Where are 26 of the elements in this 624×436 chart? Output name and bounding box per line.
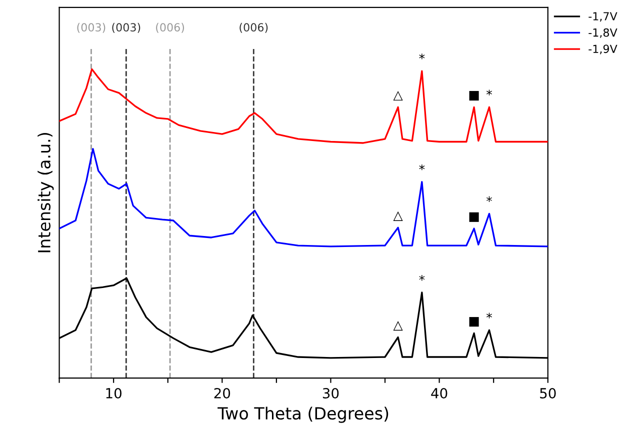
annotation: ■ (469, 90, 479, 101)
annotation: (003) (77, 22, 106, 33)
x-tick-label: 30 (322, 388, 339, 398)
x-tick-label: 10 (106, 388, 122, 398)
annotation: * (486, 90, 492, 96)
x-tick-label: 40 (431, 388, 448, 398)
y-axis-title: Intensity (a.u.) (38, 133, 54, 252)
x-tick-label: 50 (540, 388, 556, 398)
annotation: * (486, 312, 492, 318)
legend-label: -1,9V (588, 44, 618, 54)
annotation: * (419, 54, 425, 60)
annotation: ■ (469, 317, 479, 327)
legend-label: -1,7V (588, 12, 618, 22)
annotation: (006) (240, 22, 268, 33)
annotation: * (419, 275, 425, 281)
annotation: △ (393, 90, 403, 101)
annotation: * (419, 164, 425, 170)
annotation: (003) (112, 22, 140, 33)
annotation: △ (393, 211, 403, 221)
legend-label: -1,8V (588, 28, 618, 38)
annotation: (006) (156, 22, 184, 33)
annotation: * (486, 196, 492, 202)
x-tick-label: 20 (214, 388, 230, 398)
annotation: ■ (469, 212, 479, 222)
annotation: △ (393, 321, 403, 331)
x-axis-title: Two Theta (Degrees) (218, 406, 388, 423)
